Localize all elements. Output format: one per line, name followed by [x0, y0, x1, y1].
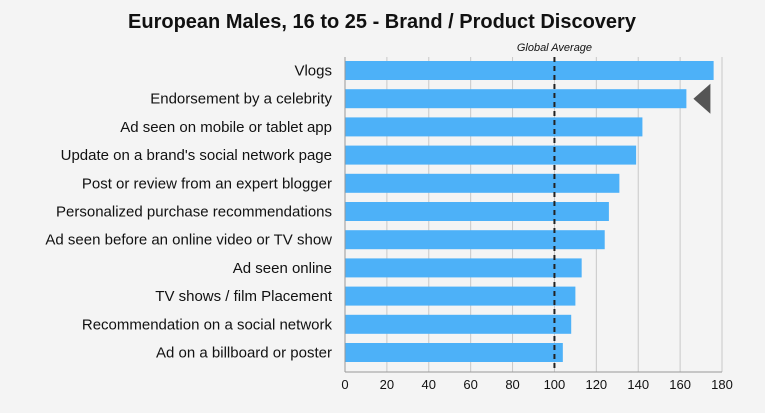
category-label: Ad seen on mobile or tablet app	[120, 119, 332, 136]
bar	[345, 173, 620, 193]
bar	[345, 117, 643, 137]
category-label: Ad seen online	[233, 260, 332, 277]
x-axis: 0 20 40 60 80 100 120 140 160 180	[341, 57, 733, 392]
x-tick-label: 120	[585, 377, 607, 392]
category-labels: Vlogs Endorsement by a celebrity Ad seen o…	[45, 63, 332, 362]
x-tick-label: 20	[380, 377, 394, 392]
x-tick-label: 140	[627, 377, 649, 392]
category-label: Ad on a billboard or poster	[156, 345, 332, 362]
x-tick-label: 0	[341, 377, 348, 392]
category-label: Endorsement by a celebrity	[150, 91, 332, 108]
bar	[345, 230, 605, 250]
x-tick-label: 180	[711, 377, 733, 392]
bar	[345, 89, 687, 109]
x-tick-label: 60	[463, 377, 477, 392]
x-tick-label: 100	[544, 377, 566, 392]
bar	[345, 258, 582, 278]
category-label: Post or review from an expert blogger	[82, 175, 332, 192]
category-label: Personalized purchase recommendations	[56, 204, 332, 221]
global-average-reference: Global Average	[517, 42, 711, 372]
bar	[345, 286, 576, 306]
bar	[345, 145, 637, 165]
chart-title: European Males, 16 to 25 - Brand / Produ…	[128, 11, 637, 33]
bar	[345, 202, 609, 221]
category-label: Update on a brand's social network page	[61, 147, 332, 164]
highlight-marker-triangle	[693, 83, 711, 114]
x-tick-label: 80	[505, 377, 519, 392]
category-label: TV shows / film Placement	[155, 288, 333, 305]
global-average-label: Global Average	[517, 42, 592, 54]
x-tick-label: 160	[669, 377, 691, 392]
category-label: Vlogs	[294, 63, 332, 80]
bar	[345, 343, 563, 362]
x-tick-label: 40	[422, 377, 436, 392]
category-label: Ad seen before an online video or TV sho…	[45, 232, 332, 249]
category-label: Recommendation on a social network	[82, 316, 333, 333]
bar	[345, 314, 572, 334]
bar	[345, 61, 714, 80]
bars	[345, 61, 714, 362]
